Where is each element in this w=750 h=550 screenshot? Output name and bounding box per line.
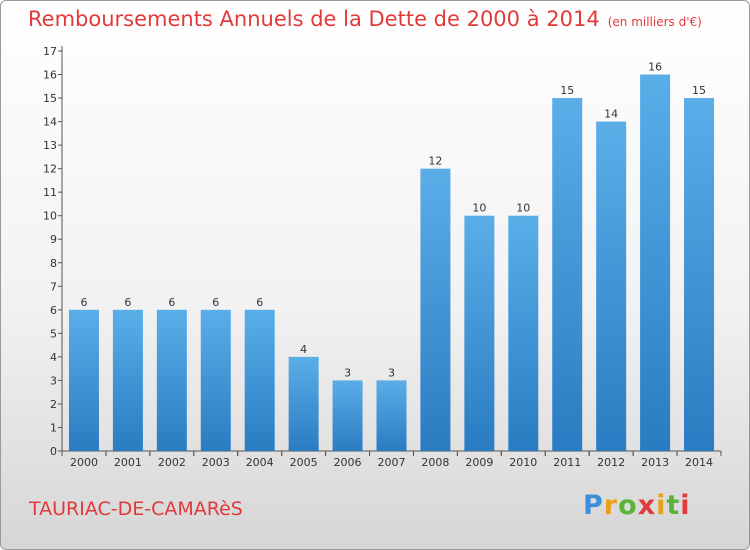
data-label: 15 (560, 84, 574, 97)
x-tick-label: 2004 (246, 456, 274, 469)
data-label: 10 (516, 202, 530, 215)
data-labels: 6 6 6 6 6 4 3 3 12 10 10 15 14 16 15 (80, 61, 706, 380)
bar (684, 98, 715, 451)
data-label: 6 (256, 296, 263, 309)
bar (464, 215, 495, 451)
bar (112, 309, 143, 451)
logo-letter: i (680, 490, 691, 521)
logo-letter: r (603, 490, 619, 521)
data-label: 6 (212, 296, 219, 309)
y-tick-label: 2 (50, 398, 57, 411)
logo-letter: t (666, 490, 681, 521)
y-tick-label: 10 (43, 210, 57, 223)
bar (332, 380, 363, 451)
x-tick-label: 2002 (158, 456, 186, 469)
y-tick-label: 1 (50, 421, 57, 434)
data-label: 15 (692, 84, 706, 97)
commune-name: TAURIAC-DE-CAMARèS (29, 498, 243, 520)
y-tick-label: 11 (43, 186, 57, 199)
bar (508, 215, 539, 451)
x-tick-label: 2012 (597, 456, 625, 469)
y-tick-label: 4 (50, 351, 57, 364)
bar (244, 309, 275, 451)
logo-letter: P (583, 490, 604, 521)
y-tick-label: 0 (50, 445, 57, 458)
bar (200, 309, 231, 451)
logo-letter: o (618, 490, 638, 521)
y-tick-label: 8 (50, 257, 57, 270)
y-tick-label: 6 (50, 304, 57, 317)
chart-subtitle: (en milliers d'€) (607, 15, 702, 29)
x-tick-label: 2011 (553, 456, 581, 469)
logo-letter: i (656, 490, 667, 521)
y-tick-label: 7 (50, 280, 57, 293)
y-tick-label: 5 (50, 327, 57, 340)
bar (640, 74, 671, 451)
data-label: 6 (168, 296, 175, 309)
data-label: 6 (124, 296, 131, 309)
y-tick-label: 17 (43, 45, 57, 58)
data-label: 12 (428, 155, 442, 168)
y-tick-label: 14 (43, 116, 57, 129)
y-tick-label: 3 (50, 374, 57, 387)
y-tick-label: 16 (43, 69, 57, 82)
y-tick-label: 9 (50, 233, 57, 246)
data-label: 14 (604, 108, 618, 121)
x-tick-label: 2014 (685, 456, 713, 469)
x-tick-label: 2005 (290, 456, 318, 469)
y-tick-label: 13 (43, 139, 57, 152)
x-tick-label: 2009 (465, 456, 493, 469)
bar (596, 121, 627, 452)
bar (156, 309, 187, 451)
x-tick-label: 2013 (641, 456, 669, 469)
chart-title-text: Remboursements Annuels de la Dette de 20… (28, 7, 600, 31)
bar (420, 168, 451, 451)
data-label: 3 (344, 366, 351, 379)
x-tick-label: 2006 (334, 456, 362, 469)
y-tick-label: 15 (43, 92, 57, 105)
logo-letter: x (637, 490, 657, 521)
y-tick-label: 12 (43, 163, 57, 176)
bar (68, 309, 99, 451)
bar (552, 98, 583, 451)
proxiti-logo[interactable]: Proxiti (583, 490, 691, 521)
x-tick-label: 2007 (378, 456, 406, 469)
chart-title: Remboursements Annuels de la Dette de 20… (28, 7, 702, 31)
x-axis: 2000 2001 2002 2003 2004 2005 2006 2007 2008 2009… (61, 450, 722, 469)
bar (376, 380, 407, 451)
data-label: 16 (648, 61, 662, 74)
data-label: 4 (300, 343, 307, 356)
x-tick-label: 2010 (509, 456, 537, 469)
x-tick-label: 2001 (114, 456, 142, 469)
x-tick-label: 2000 (70, 456, 98, 469)
data-label: 10 (472, 202, 486, 215)
bar (288, 356, 319, 451)
x-tick-label: 2003 (202, 456, 230, 469)
bar-series (68, 74, 715, 452)
x-tick-label: 2008 (421, 456, 449, 469)
data-label: 3 (388, 366, 395, 379)
data-label: 6 (80, 296, 87, 309)
